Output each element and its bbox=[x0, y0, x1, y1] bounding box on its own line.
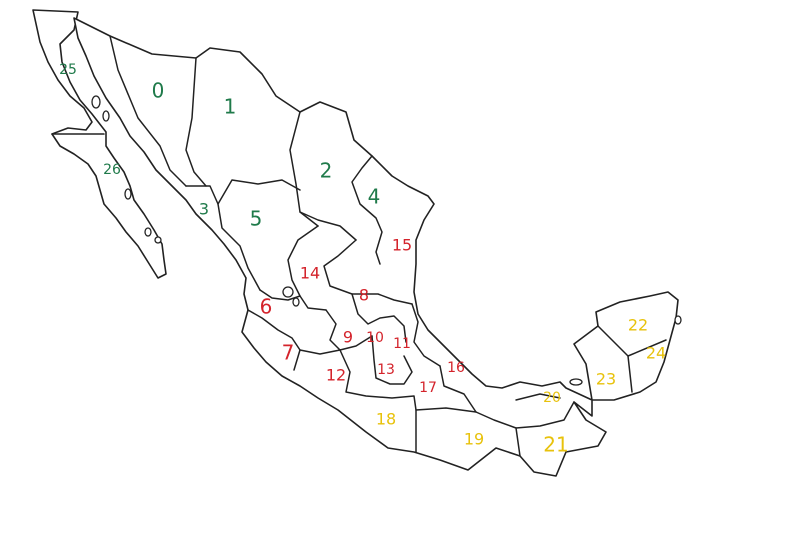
region-label-4: 4 bbox=[368, 185, 381, 209]
region-label-0: 0 bbox=[152, 79, 165, 103]
region-label-16: 16 bbox=[447, 360, 465, 376]
region-label-1: 1 bbox=[224, 95, 237, 119]
region-label-10: 10 bbox=[366, 330, 384, 346]
region-label-19: 19 bbox=[464, 430, 484, 449]
region-label-25: 25 bbox=[59, 62, 77, 78]
region-label-15: 15 bbox=[392, 236, 412, 255]
region-label-12: 12 bbox=[326, 366, 346, 385]
region-label-7: 7 bbox=[282, 341, 295, 365]
state-borders bbox=[109, 35, 667, 457]
region-label-9: 9 bbox=[343, 328, 353, 347]
region-label-8: 8 bbox=[359, 286, 369, 305]
region-labels: 25 0 1 26 2 3 4 5 15 14 8 6 9 10 11 7 12… bbox=[59, 62, 666, 457]
region-label-17: 17 bbox=[419, 380, 437, 396]
region-label-22: 22 bbox=[628, 316, 648, 335]
region-label-21: 21 bbox=[543, 433, 568, 457]
region-label-3: 3 bbox=[199, 200, 209, 219]
region-label-26: 26 bbox=[103, 162, 121, 178]
yucatan-peninsula-outline bbox=[573, 291, 679, 401]
region-label-20: 20 bbox=[543, 390, 561, 406]
region-label-18: 18 bbox=[376, 410, 396, 429]
region-label-24: 24 bbox=[646, 344, 666, 363]
islands-and-lakes bbox=[91, 95, 682, 386]
region-label-5: 5 bbox=[250, 207, 263, 231]
region-label-23: 23 bbox=[596, 370, 616, 389]
baja-california-peninsula-outline bbox=[32, 9, 167, 279]
region-label-6: 6 bbox=[260, 295, 273, 319]
region-label-13: 13 bbox=[377, 362, 395, 378]
region-label-11: 11 bbox=[393, 336, 411, 352]
region-label-2: 2 bbox=[320, 159, 333, 183]
region-label-14: 14 bbox=[300, 264, 320, 283]
